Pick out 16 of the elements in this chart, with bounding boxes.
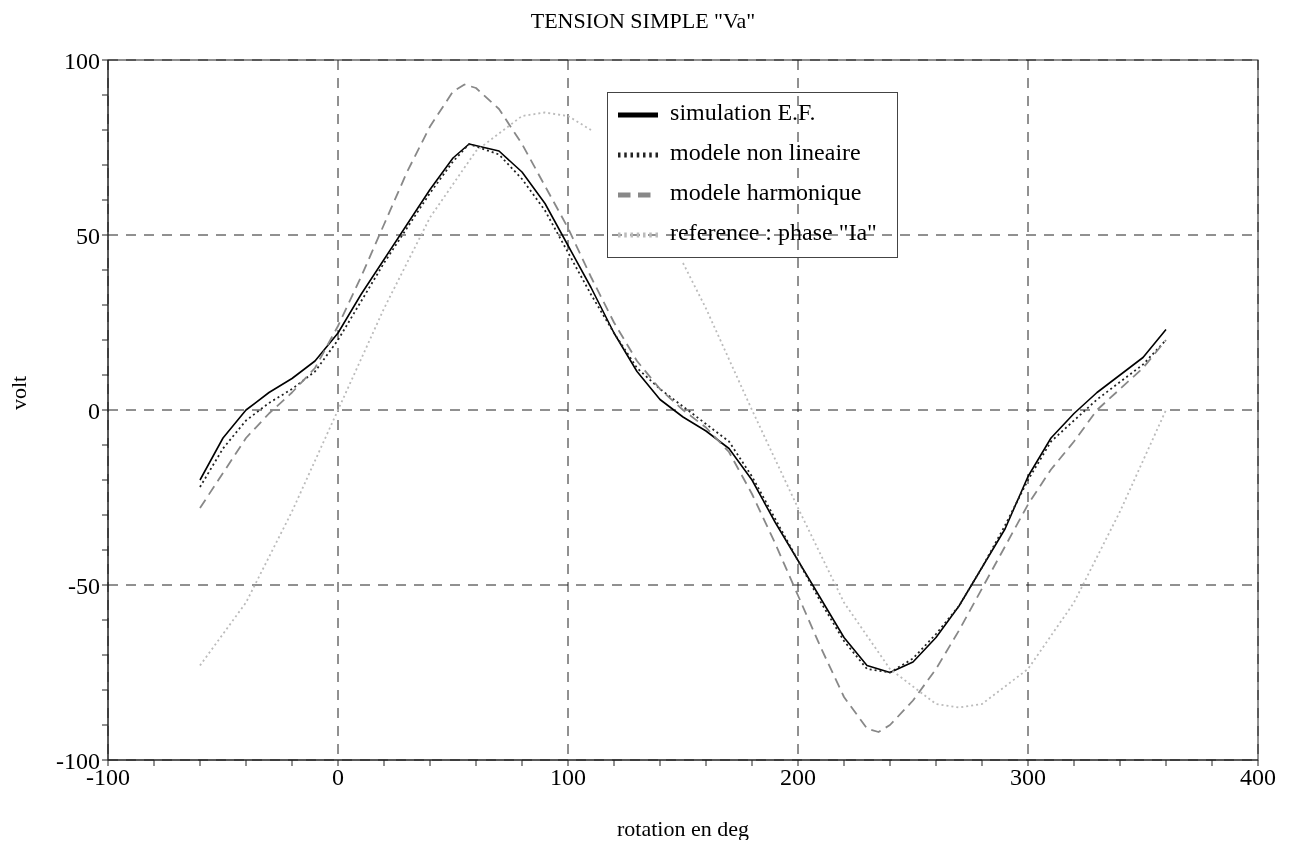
x-tick-label: 100	[550, 764, 586, 791]
legend-label: simulation E.F.	[670, 99, 816, 126]
x-axis-title: rotation en deg	[617, 816, 749, 841]
chart-title: TENSION SIMPLE "Va"	[529, 8, 757, 35]
y-axis-title: volt	[5, 375, 31, 410]
x-tick-label: 200	[780, 764, 816, 791]
legend-label: reference : phase "Ia"	[670, 219, 877, 246]
x-tick-label: 300	[1010, 764, 1046, 791]
y-tick-label: -50	[68, 572, 100, 599]
y-tick-label: 0	[88, 397, 100, 424]
legend-label: modele harmonique	[670, 179, 862, 206]
x-tick-label: 400	[1240, 764, 1276, 791]
legend-label: modele non lineaire	[670, 139, 861, 166]
y-tick-label: 100	[64, 47, 100, 74]
x-tick-label: 0	[332, 764, 344, 791]
y-tick-label: 50	[76, 222, 100, 249]
